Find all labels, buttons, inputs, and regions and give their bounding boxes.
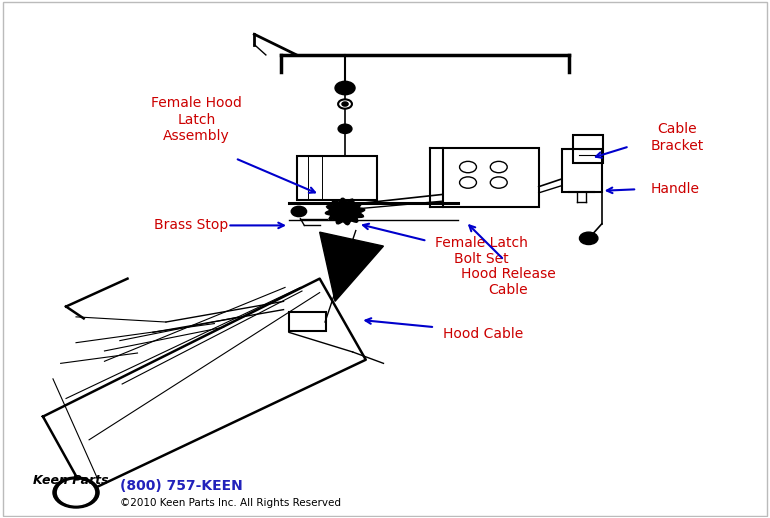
Circle shape [53, 477, 99, 508]
Text: Brass Stop: Brass Stop [155, 219, 229, 233]
Bar [296, 156, 377, 199]
Circle shape [58, 480, 95, 505]
Circle shape [342, 102, 348, 106]
Circle shape [580, 232, 598, 244]
Bar [562, 150, 601, 192]
Text: (800) 757-KEEN: (800) 757-KEEN [120, 479, 243, 493]
Polygon shape [320, 232, 383, 301]
Text: Hood Cable: Hood Cable [443, 327, 523, 341]
Circle shape [338, 124, 352, 134]
Bar [574, 135, 602, 163]
Text: Keen Parts: Keen Parts [33, 473, 109, 486]
Bar [443, 148, 539, 207]
Text: Female Hood
Latch
Assembly: Female Hood Latch Assembly [151, 96, 242, 143]
Circle shape [291, 206, 306, 217]
Bar [289, 312, 326, 332]
Text: Female Latch
Bolt Set: Female Latch Bolt Set [435, 236, 527, 266]
Text: ©2010 Keen Parts Inc. All Rights Reserved: ©2010 Keen Parts Inc. All Rights Reserve… [120, 498, 341, 508]
Text: Handle: Handle [650, 182, 699, 196]
Circle shape [335, 81, 355, 95]
Text: Hood Release
Cable: Hood Release Cable [460, 267, 555, 297]
Polygon shape [325, 198, 365, 225]
Text: Cable
Bracket: Cable Bracket [650, 122, 704, 153]
